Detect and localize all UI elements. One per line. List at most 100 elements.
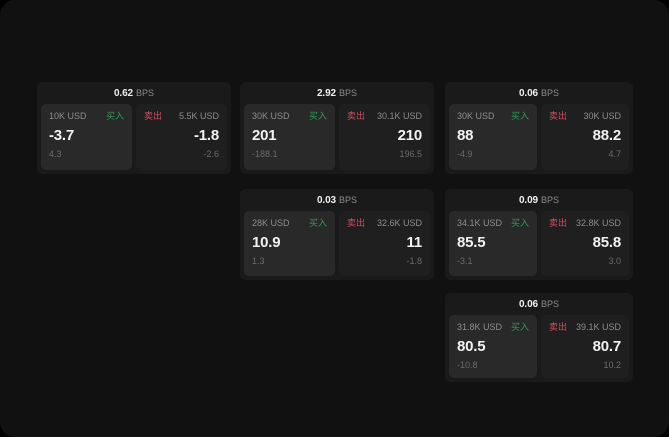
buy-delta: 1.3 xyxy=(252,256,265,266)
sell-panel-top: 卖出 5.5K USD xyxy=(144,111,219,122)
sell-price: 85.8 xyxy=(592,234,622,251)
buy-panel-top: 31.8K USD 买入 xyxy=(457,322,529,333)
buy-tag: 买入 xyxy=(510,322,529,332)
card-header: 0.09 BPS xyxy=(445,189,633,211)
sell-delta: 196.5 xyxy=(399,149,422,159)
bps-value: 0.62 xyxy=(113,87,134,99)
buy-amount: 34.1K USD xyxy=(457,218,503,228)
buy-tag: 买入 xyxy=(308,111,327,121)
card-header: 2.92 BPS xyxy=(240,82,434,104)
card-header: 0.06 BPS xyxy=(445,82,633,104)
card-panels: 34.1K USD 买入 85.5 -3.1 卖出 32.8K USD 85.8… xyxy=(445,211,633,280)
buy-panel[interactable]: 28K USD 买入 10.9 1.3 xyxy=(244,211,335,276)
bps-value: 2.92 xyxy=(316,87,337,99)
buy-delta: -4.9 xyxy=(457,149,473,159)
bps-unit-label: BPS xyxy=(541,195,560,205)
buy-tag: 买入 xyxy=(308,218,327,228)
buy-amount: 30K USD xyxy=(457,111,495,121)
sell-delta: 10.2 xyxy=(603,360,621,370)
sell-panel[interactable]: 卖出 39.1K USD 80.7 10.2 xyxy=(541,315,629,378)
buy-amount: 31.8K USD xyxy=(457,322,503,332)
sell-tag: 卖出 xyxy=(347,111,366,121)
buy-amount: 10K USD xyxy=(49,111,87,121)
bps-unit-label: BPS xyxy=(136,88,155,98)
sell-panel[interactable]: 卖出 30.1K USD 210 196.5 xyxy=(339,104,430,170)
bps-unit-label: BPS xyxy=(541,299,560,309)
sell-amount: 32.8K USD xyxy=(575,218,621,228)
buy-tag: 买入 xyxy=(510,111,529,121)
sell-tag: 卖出 xyxy=(347,218,366,228)
sell-tag: 卖出 xyxy=(144,111,163,121)
spread-card[interactable]: 0.03 BPS 28K USD 买入 10.9 1.3 卖出 32.6K US… xyxy=(240,189,434,280)
bps-value: 0.09 xyxy=(518,194,539,206)
sell-amount: 5.5K USD xyxy=(178,111,219,121)
bps-value: 0.03 xyxy=(316,194,337,206)
sell-amount: 30.1K USD xyxy=(376,111,422,121)
card-panels: 30K USD 买入 88 -4.9 卖出 30K USD 88.2 4.7 xyxy=(445,104,633,174)
buy-panel[interactable]: 31.8K USD 买入 80.5 -10.8 xyxy=(449,315,537,378)
sell-amount: 32.6K USD xyxy=(376,218,422,228)
card-panels: 28K USD 买入 10.9 1.3 卖出 32.6K USD 11 -1.8 xyxy=(240,211,434,280)
buy-panel[interactable]: 30K USD 买入 201 -188.1 xyxy=(244,104,335,170)
buy-price: 85.5 xyxy=(457,234,486,251)
buy-tag: 买入 xyxy=(105,111,124,121)
buy-panel[interactable]: 30K USD 买入 88 -4.9 xyxy=(449,104,537,170)
sell-amount: 30K USD xyxy=(583,111,621,121)
sell-delta: -2.6 xyxy=(203,149,219,159)
buy-panel-top: 30K USD 买入 xyxy=(252,111,327,122)
buy-price: 201 xyxy=(252,127,277,144)
bps-unit-label: BPS xyxy=(339,195,358,205)
buy-panel[interactable]: 34.1K USD 买入 85.5 -3.1 xyxy=(449,211,537,276)
sell-tag: 卖出 xyxy=(549,111,568,121)
sell-panel-top: 卖出 30K USD xyxy=(549,111,621,122)
sell-panel[interactable]: 卖出 5.5K USD -1.8 -2.6 xyxy=(136,104,227,170)
sell-price: -1.8 xyxy=(193,127,219,144)
bps-unit-label: BPS xyxy=(339,88,358,98)
buy-price: 10.9 xyxy=(252,234,281,251)
sell-panel-top: 卖出 30.1K USD xyxy=(347,111,422,122)
buy-panel[interactable]: 10K USD 买入 -3.7 4.3 xyxy=(41,104,132,170)
buy-panel-top: 10K USD 买入 xyxy=(49,111,124,122)
bps-value: 0.06 xyxy=(518,298,539,310)
sell-price: 11 xyxy=(406,234,423,251)
spread-card[interactable]: 2.92 BPS 30K USD 买入 201 -188.1 卖出 30.1K … xyxy=(240,82,434,174)
spread-card[interactable]: 0.06 BPS 31.8K USD 买入 80.5 -10.8 卖出 39.1… xyxy=(445,293,633,382)
sell-price: 88.2 xyxy=(592,127,622,144)
sell-panel[interactable]: 卖出 32.6K USD 11 -1.8 xyxy=(339,211,430,276)
spread-card[interactable]: 0.62 BPS 10K USD 买入 -3.7 4.3 卖出 5.5K USD… xyxy=(37,82,231,174)
buy-panel-top: 30K USD 买入 xyxy=(457,111,529,122)
buy-price: -3.7 xyxy=(49,127,75,144)
buy-panel-top: 34.1K USD 买入 xyxy=(457,218,529,229)
sell-panel-top: 卖出 32.6K USD xyxy=(347,218,422,229)
buy-amount: 30K USD xyxy=(252,111,290,121)
bps-value: 0.06 xyxy=(518,87,539,99)
buy-panel-top: 28K USD 买入 xyxy=(252,218,327,229)
buy-delta: -188.1 xyxy=(252,149,278,159)
sell-delta: -1.8 xyxy=(406,256,422,266)
card-header: 0.62 BPS xyxy=(37,82,231,104)
card-panels: 30K USD 买入 201 -188.1 卖出 30.1K USD 210 1… xyxy=(240,104,434,174)
buy-delta: 4.3 xyxy=(49,149,62,159)
buy-price: 80.5 xyxy=(457,338,486,355)
sell-delta: 4.7 xyxy=(608,149,621,159)
sell-tag: 卖出 xyxy=(549,322,568,332)
spread-card[interactable]: 0.06 BPS 30K USD 买入 88 -4.9 卖出 30K USD 8… xyxy=(445,82,633,174)
sell-tag: 卖出 xyxy=(549,218,568,228)
sell-price: 210 xyxy=(397,127,423,144)
buy-amount: 28K USD xyxy=(252,218,290,228)
buy-delta: -3.1 xyxy=(457,256,473,266)
sell-panel-top: 卖出 39.1K USD xyxy=(549,322,621,333)
sell-panel[interactable]: 卖出 30K USD 88.2 4.7 xyxy=(541,104,629,170)
sell-price: 80.7 xyxy=(592,338,622,355)
sell-amount: 39.1K USD xyxy=(575,322,621,332)
sell-panel-top: 卖出 32.8K USD xyxy=(549,218,621,229)
buy-delta: -10.8 xyxy=(457,360,478,370)
spread-card[interactable]: 0.09 BPS 34.1K USD 买入 85.5 -3.1 卖出 32.8K… xyxy=(445,189,633,280)
card-panels: 31.8K USD 买入 80.5 -10.8 卖出 39.1K USD 80.… xyxy=(445,315,633,382)
buy-tag: 买入 xyxy=(510,218,529,228)
buy-price: 88 xyxy=(457,127,474,144)
card-panels: 10K USD 买入 -3.7 4.3 卖出 5.5K USD -1.8 -2.… xyxy=(37,104,231,174)
bps-unit-label: BPS xyxy=(541,88,560,98)
sell-panel[interactable]: 卖出 32.8K USD 85.8 3.0 xyxy=(541,211,629,276)
